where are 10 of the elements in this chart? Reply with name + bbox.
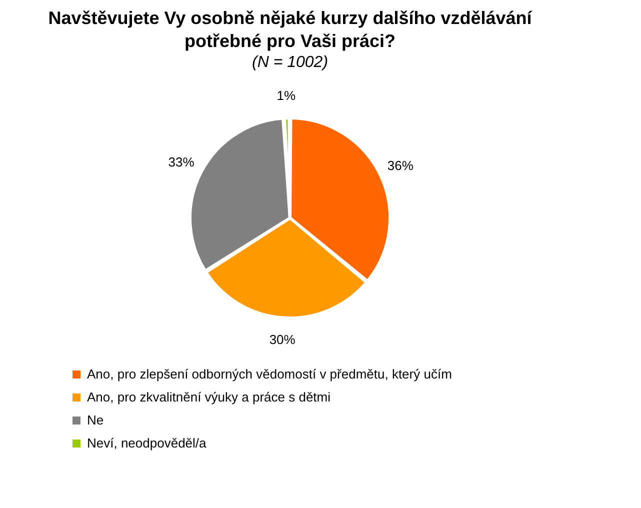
data-label: 33%	[168, 154, 195, 170]
data-label: 30%	[269, 332, 296, 347]
legend-label: Neví, neodpověděl/a	[87, 436, 208, 450]
legend-label: Ano, pro zkvalitnění výuky a práce s dětmi	[87, 390, 331, 404]
chart-title: Navštěvujete Vy osobně nějaké kurzy dalšího vzdělávání potřebné pro Vaši práci?	[48, 8, 533, 52]
data-label: 36%	[387, 158, 414, 174]
legend-label: Ano, pro zlepšení odborných vědomostí v předmětu, který učím	[87, 366, 452, 382]
data-label: 1%	[276, 88, 296, 104]
legend-label: Ne	[87, 412, 104, 428]
chart-subtitle: (N = 1002)	[252, 54, 328, 72]
